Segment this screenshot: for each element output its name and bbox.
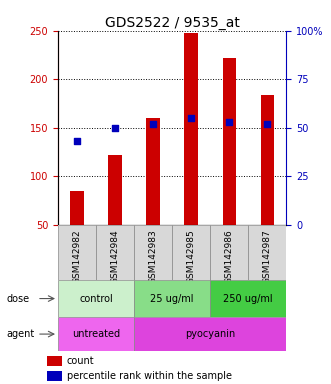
Point (74, 138, 79, 144)
Text: count: count (67, 356, 94, 366)
Text: GSM142982: GSM142982 (72, 229, 81, 284)
Bar (134, 317, 286, 351)
Point (188, 115, 194, 121)
Bar (248, 225, 286, 280)
Bar (146, 118, 160, 225)
Point (150, 121, 156, 127)
Text: percentile rank within the sample: percentile rank within the sample (67, 371, 232, 381)
Bar (47, 356, 63, 366)
Point (264, 121, 270, 127)
Bar (222, 58, 236, 225)
Text: GSM142985: GSM142985 (187, 229, 196, 284)
Bar (70, 191, 84, 225)
Text: 25 ug/ml: 25 ug/ml (150, 293, 194, 304)
Text: GSM142987: GSM142987 (263, 229, 272, 284)
Bar (58, 280, 134, 317)
Text: untreated: untreated (72, 329, 120, 339)
Bar (58, 317, 134, 351)
Title: GDS2522 / 9535_at: GDS2522 / 9535_at (105, 16, 240, 30)
Bar (134, 225, 172, 280)
Point (226, 119, 232, 125)
Text: GSM142983: GSM142983 (149, 229, 158, 284)
Bar (108, 155, 122, 225)
Bar (210, 225, 248, 280)
Bar (47, 371, 63, 381)
Text: GSM142984: GSM142984 (111, 229, 119, 284)
Bar (260, 95, 274, 225)
Text: agent: agent (7, 329, 35, 339)
Bar (58, 225, 96, 280)
Text: dose: dose (7, 293, 30, 304)
Text: control: control (79, 293, 113, 304)
Bar (184, 33, 198, 225)
Bar (210, 280, 286, 317)
Text: pyocyanin: pyocyanin (185, 329, 235, 339)
Bar (134, 280, 210, 317)
Text: 250 ug/ml: 250 ug/ml (223, 293, 273, 304)
Text: GSM142986: GSM142986 (225, 229, 234, 284)
Bar (172, 225, 210, 280)
Bar (96, 225, 134, 280)
Point (112, 125, 118, 131)
